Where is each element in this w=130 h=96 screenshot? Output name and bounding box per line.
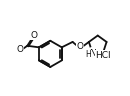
Text: H: H: [86, 50, 91, 59]
Text: O: O: [77, 42, 84, 51]
Text: O: O: [30, 31, 37, 40]
Text: N: N: [89, 49, 96, 58]
Text: HCl: HCl: [95, 51, 111, 60]
Text: O: O: [16, 45, 23, 54]
